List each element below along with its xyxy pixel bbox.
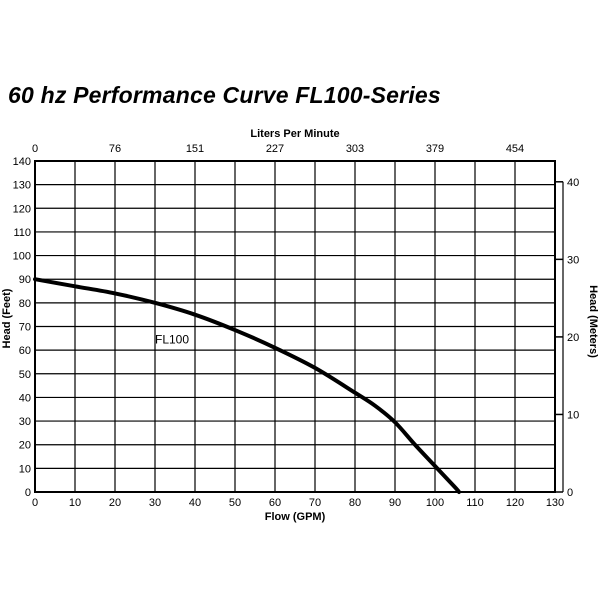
x-tick-label: 60 [269,497,281,509]
x-tick-label: 120 [506,497,524,509]
x-tick-label: 70 [309,497,321,509]
x-tick-label: 30 [149,497,161,509]
right-y-tick-label: 40 [567,177,579,189]
y-tick-label: 20 [19,440,31,452]
y-tick-label: 100 [13,251,31,263]
y-tick-label: 90 [19,274,31,286]
y-tick-label: 50 [19,369,31,381]
y-tick-label: 80 [19,298,31,310]
plot-frame [34,160,556,493]
x-tick-label: 80 [349,497,361,509]
top-x-tick-label: 76 [109,143,121,155]
series-label: FL100 [155,332,189,346]
x-tick-label: 130 [546,497,564,509]
y-tick-label: 130 [13,180,31,192]
tick-labels: 0 10 20 30 40 50 60 70 80 90 100 110 120 130010203040… [13,143,580,509]
top-x-tick-label: 454 [506,143,524,155]
right-y-axis-label: Head (Meters) [587,285,599,358]
y-tick-label: 120 [13,203,31,215]
y-tick-label: 40 [19,392,31,404]
y-tick-label: 10 [19,463,31,475]
y-tick-label: 0 [25,487,31,499]
top-x-tick-label: 303 [346,143,364,155]
series-line-fl100 [33,277,461,494]
right-y-tick-label: 10 [567,409,579,421]
series [33,277,461,494]
chart-title: 60 hz Performance Curve FL100-Series [8,82,441,108]
top-x-tick-label: 0 [32,143,38,155]
y-tick-label: 110 [13,227,31,239]
x-tick-label: 110 [466,497,484,509]
y-tick-label: 30 [19,416,31,428]
top-x-tick-label: 151 [186,143,204,155]
y-tick-label: 70 [19,322,31,334]
right-y-tick-label: 20 [567,332,579,344]
right-y-tick-label: 30 [567,254,579,266]
x-axis-label: Flow (GPM) [265,511,326,523]
x-tick-label: 50 [229,497,241,509]
x-tick-label: 100 [426,497,444,509]
x-tick-label: 20 [109,497,121,509]
x-tick-label: 0 [32,497,38,509]
x-tick-label: 40 [189,497,201,509]
top-x-tick-label: 379 [426,143,444,155]
y-tick-label: 60 [19,345,31,357]
x-tick-label: 90 [389,497,401,509]
x-tick-label: 10 [69,497,81,509]
grid [35,161,555,492]
y-axis-label: Head (Feet) [1,288,13,348]
right-y-tick-label: 0 [567,487,573,499]
top-x-tick-label: 227 [266,143,284,155]
y-tick-label: 140 [13,156,31,168]
top-x-axis-label: Liters Per Minute [250,128,339,140]
